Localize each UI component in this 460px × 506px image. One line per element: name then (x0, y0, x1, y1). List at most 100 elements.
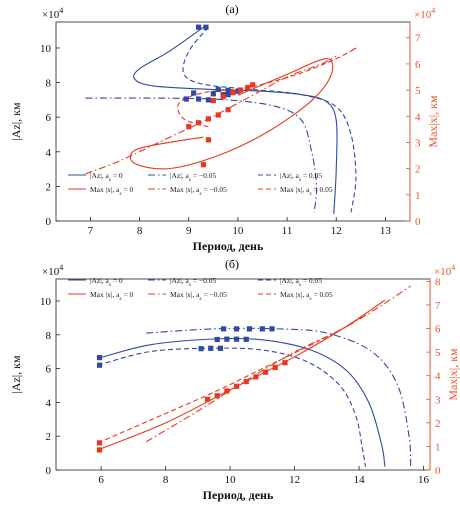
highlight-marker (225, 92, 231, 98)
y-right-tick-label: 5 (435, 347, 441, 359)
highlight-marker (217, 345, 224, 351)
panel-a-label: (а) (225, 2, 238, 16)
y-left-tick-label: 0 (46, 465, 52, 477)
legend-entry-label: |Az|, as = 0 (90, 276, 123, 288)
y-left-tick-label: 0 (46, 216, 52, 228)
y-left-tick-label: 2 (46, 431, 52, 443)
highlight-marker (183, 96, 189, 102)
highlight-marker (215, 112, 221, 118)
highlight-marker (205, 97, 212, 103)
highlight-marker (224, 336, 230, 342)
legend-entry-label: Max |x|, as = −0.05 (170, 185, 227, 197)
highlight-marker (225, 107, 231, 113)
series-line-maxx-solid (129, 58, 334, 170)
legend-entry-label: Max |x|, as = 0 (90, 290, 134, 302)
legend-entry-label: Max |x|, as = −0.05 (170, 290, 227, 302)
y-left-tick-label: 8 (46, 330, 52, 342)
x-axis-label: Период, день (203, 488, 274, 502)
highlight-marker (225, 87, 231, 93)
highlight-marker (204, 396, 211, 402)
y-left-tick-label: 4 (46, 147, 52, 159)
y-left-tick-label: 10 (40, 296, 52, 308)
y-right-tick-label: 1 (415, 190, 421, 202)
highlight-marker (246, 326, 253, 332)
y-right-tick-label: 4 (435, 371, 441, 383)
y-right-tick-label: 3 (415, 137, 421, 149)
highlight-marker (221, 326, 227, 332)
y-right-tick-label: 6 (415, 59, 421, 71)
highlight-marker (96, 362, 103, 368)
series-line-maxx-dashdot (145, 285, 411, 443)
x-tick-label: 12 (289, 474, 300, 486)
y-left-scale-label: ×104 (42, 6, 63, 21)
highlight-marker (195, 96, 202, 102)
x-tick-label: 16 (418, 474, 430, 486)
highlight-marker (243, 378, 249, 385)
series-line-az-dashdot (146, 327, 412, 467)
legend: |Az|, as = 0 |Az|, as = −0.05 |Az|, as = 0… (68, 276, 333, 302)
x-tick-label: 7 (88, 225, 94, 237)
highlight-marker (205, 137, 212, 143)
legend-entry-label: Max |x|, as = 0.05 (280, 185, 333, 197)
x-tick-label: 13 (380, 225, 392, 237)
highlight-marker (191, 90, 197, 96)
highlight-marker (195, 24, 202, 30)
y-left-axis-label: |Az|, км (9, 355, 23, 394)
y-right-scale-label: ×104 (434, 263, 455, 278)
series-line-az-solid (97, 337, 386, 467)
svg-text:Max|x|, км: Max|x|, км (426, 95, 440, 148)
legend-entry-label: |Az|, as = 0 (90, 171, 123, 183)
highlight-marker (250, 82, 256, 88)
highlight-marker (203, 24, 209, 30)
y-right-tick-label: 6 (435, 324, 441, 336)
y-left-tick-label: 4 (46, 397, 52, 409)
svg-text:|Az|, км: |Az|, км (9, 102, 23, 141)
highlight-marker (233, 326, 240, 332)
x-tick-label: 12 (331, 225, 342, 237)
y-left-tick-label: 6 (46, 364, 52, 376)
highlight-marker (214, 336, 220, 343)
highlight-marker (282, 360, 288, 366)
svg-text:|Az|, км: |Az|, км (9, 355, 23, 394)
legend-entry-label: |Az|, as = 0.05 (280, 276, 322, 288)
y-right-axis-label: Max|x|, км (426, 95, 440, 148)
series-line-maxx-dashed (97, 313, 366, 444)
highlight-marker (243, 336, 249, 342)
x-tick-label: 8 (137, 225, 143, 237)
series-line-az-dashed (182, 26, 357, 213)
y-left-tick-label: 2 (46, 181, 52, 193)
legend-entry-label: |Az|, as = −0.05 (170, 171, 217, 183)
highlight-marker (210, 91, 216, 97)
highlight-marker (96, 440, 103, 446)
series-line-maxx-solid (97, 299, 386, 451)
y-left-axis-label: |Az|, км (9, 102, 23, 141)
y-left-scale-label: ×104 (42, 263, 63, 278)
legend-entry-label: Max |x|, as = 0.05 (280, 290, 333, 302)
legend: |Az|, as = 0 |Az|, as = −0.05 |Az|, as = 0… (68, 171, 333, 197)
y-right-tick-label: 1 (435, 441, 441, 453)
highlight-marker (220, 94, 226, 100)
highlight-marker (233, 336, 240, 342)
series-line-az-dashdot (85, 97, 318, 213)
y-right-tick-label: 0 (435, 465, 441, 477)
highlight-marker (245, 84, 251, 91)
highlight-marker (215, 86, 221, 93)
highlight-marker (214, 393, 220, 399)
x-tick-label: 8 (163, 474, 169, 486)
y-left-tick-label: 6 (46, 112, 52, 124)
highlight-marker (195, 120, 202, 126)
highlight-marker (186, 124, 192, 130)
highlight-marker (259, 326, 265, 332)
y-right-tick-label: 0 (415, 216, 421, 228)
highlight-marker (208, 345, 214, 351)
x-tick-label: 9 (186, 225, 192, 237)
x-tick-label: 11 (282, 225, 293, 237)
y-left-tick-label: 8 (46, 78, 52, 90)
x-tick-label: 6 (98, 474, 104, 486)
highlight-marker (200, 162, 207, 168)
y-right-tick-label: 7 (435, 300, 441, 312)
y-right-axis-label: Max|x|, км (446, 348, 460, 401)
